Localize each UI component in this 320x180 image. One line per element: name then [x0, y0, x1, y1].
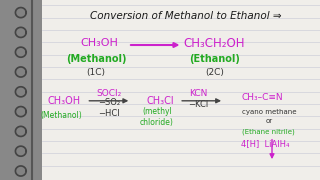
- Text: 4[H]  LiAlH₄: 4[H] LiAlH₄: [241, 140, 290, 148]
- Text: CH₃Cl: CH₃Cl: [146, 96, 174, 106]
- Text: CH₃OH: CH₃OH: [80, 38, 118, 48]
- Polygon shape: [15, 146, 26, 156]
- Polygon shape: [15, 27, 26, 37]
- Text: CH₃–C≡N: CH₃–C≡N: [242, 93, 283, 102]
- Text: (Methanol): (Methanol): [40, 111, 82, 120]
- Text: KCN: KCN: [189, 89, 208, 98]
- Polygon shape: [15, 67, 26, 77]
- Text: SOCl₂: SOCl₂: [96, 89, 121, 98]
- Polygon shape: [15, 166, 26, 176]
- Text: (Ethanol): (Ethanol): [189, 54, 240, 64]
- Text: CH₃CH₂OH: CH₃CH₂OH: [184, 37, 245, 50]
- Text: −HCl: −HCl: [98, 109, 120, 118]
- Polygon shape: [15, 107, 26, 117]
- Text: −SO₂: −SO₂: [98, 98, 120, 107]
- Text: −KCl: −KCl: [188, 100, 209, 109]
- Text: Conversion of Methanol to Ethanol ⇒: Conversion of Methanol to Ethanol ⇒: [90, 11, 281, 21]
- Text: (1C): (1C): [86, 68, 106, 76]
- Polygon shape: [15, 87, 26, 97]
- Polygon shape: [15, 8, 26, 18]
- Text: (Methanol): (Methanol): [66, 54, 126, 64]
- Text: CH₃OH: CH₃OH: [47, 96, 81, 106]
- Text: (2C): (2C): [205, 68, 224, 76]
- Polygon shape: [15, 47, 26, 57]
- Text: (Ethane nitrile): (Ethane nitrile): [243, 128, 295, 135]
- Text: (methyl
chloride): (methyl chloride): [140, 107, 174, 127]
- Text: or: or: [265, 118, 272, 124]
- Polygon shape: [15, 126, 26, 136]
- FancyBboxPatch shape: [42, 0, 320, 180]
- Text: cyano methane: cyano methane: [242, 109, 296, 115]
